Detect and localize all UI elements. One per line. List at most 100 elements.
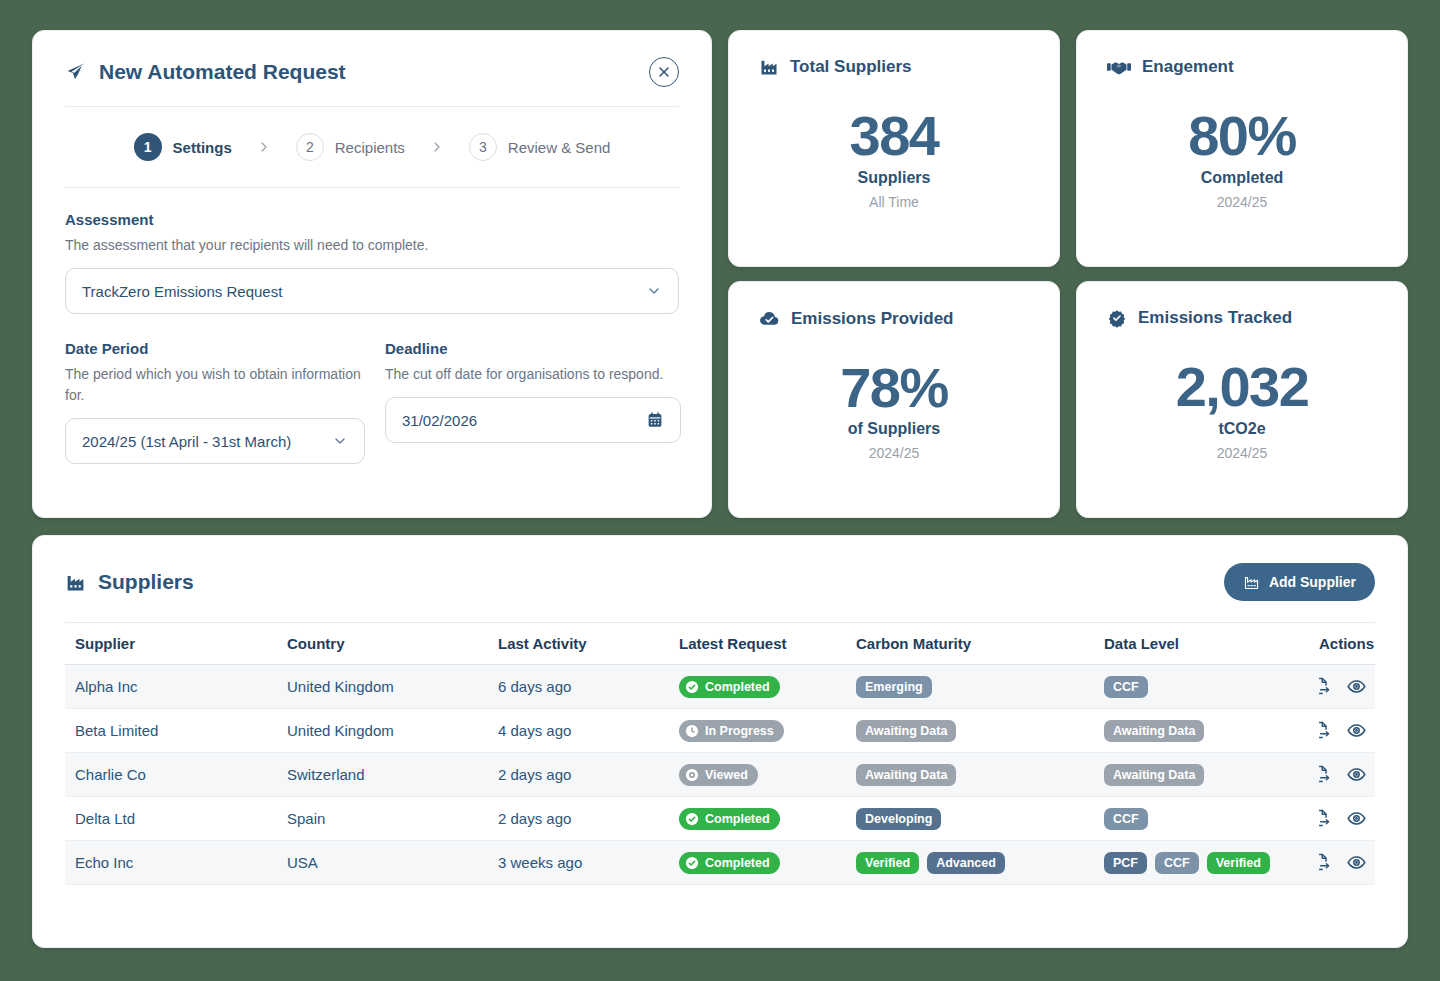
step-label: Review & Send	[508, 139, 611, 156]
latest-request-cell: Viewed	[679, 764, 856, 786]
latest-request-cell: Completed	[679, 676, 856, 698]
carbon-maturity-cell: VerifiedAdvanced	[856, 852, 1104, 874]
step-number: 1	[134, 133, 162, 161]
level-badge: Emerging	[856, 676, 932, 698]
suppliers-card: Suppliers Add Supplier SupplierCountryLa…	[32, 535, 1408, 948]
assessment-select[interactable]: TrackZero Emissions Request	[65, 268, 679, 314]
file-export-icon	[1319, 852, 1331, 872]
latest-request-label: In Progress	[705, 724, 774, 738]
level-badge: CCF	[1104, 676, 1148, 698]
eye-icon	[1346, 852, 1367, 873]
level-badge: Advanced	[927, 852, 1005, 874]
supplier-name: Charlie Co	[75, 766, 287, 783]
assessment-help: The assessment that your recipients will…	[65, 235, 679, 256]
check-circle-icon	[685, 856, 699, 870]
add-supplier-button[interactable]: Add Supplier	[1224, 563, 1375, 601]
add-supplier-label: Add Supplier	[1269, 574, 1356, 590]
supplier-country: Spain	[287, 810, 498, 827]
stat-value: 78%	[840, 359, 948, 418]
check-circle-icon	[685, 812, 699, 826]
suppliers-title: Suppliers	[98, 570, 194, 594]
deadline-input[interactable]: 31/02/2026	[385, 397, 681, 443]
supplier-last-activity: 6 days ago	[498, 678, 679, 695]
carbon-maturity-cell: Awaiting Data	[856, 764, 1104, 786]
column-header: Supplier	[75, 635, 287, 652]
level-badge: Developing	[856, 808, 941, 830]
actions-cell	[1319, 676, 1375, 697]
level-badge: Awaiting Data	[1104, 720, 1204, 742]
export-action-button[interactable]	[1319, 808, 1331, 829]
actions-cell	[1319, 764, 1375, 785]
actions-cell	[1319, 808, 1375, 829]
suppliers-table-body: Alpha IncUnited Kingdom6 days agoComplet…	[65, 665, 1375, 885]
deadline-section: Deadline The cut off date for organisati…	[385, 340, 681, 464]
suppliers-title-row: Suppliers	[65, 570, 194, 594]
step-review-send[interactable]: 3 Review & Send	[469, 133, 611, 161]
latest-request-badge: Completed	[679, 852, 780, 874]
eye-icon	[1346, 764, 1367, 785]
request-card-header: New Automated Request	[65, 31, 679, 107]
latest-request-badge: In Progress	[679, 720, 784, 742]
column-header: Actions	[1319, 635, 1375, 652]
step-settings[interactable]: 1 Settings	[134, 133, 232, 161]
step-label: Recipients	[335, 139, 405, 156]
eye-icon	[1346, 808, 1367, 829]
paper-plane-icon	[65, 61, 87, 83]
clock-icon	[685, 724, 699, 738]
supplier-country: USA	[287, 854, 498, 871]
chevron-right-icon	[429, 139, 445, 155]
data-level-cell: CCF	[1104, 676, 1319, 698]
date-period-section: Date Period The period which you wish to…	[65, 340, 365, 464]
date-period-select[interactable]: 2024/25 (1st April - 31st March)	[65, 418, 365, 464]
latest-request-label: Completed	[705, 812, 770, 826]
factory-outline-icon	[1243, 574, 1260, 591]
view-action-button[interactable]	[1346, 808, 1367, 829]
stat-sub: 2024/25	[1217, 194, 1268, 210]
stat-card-engagement: Enagement 80% Completed 2024/25	[1076, 30, 1408, 267]
close-icon[interactable]	[649, 57, 679, 87]
table-row: Delta LtdSpain2 days agoCompletedDevelop…	[65, 797, 1375, 841]
export-action-button[interactable]	[1319, 852, 1331, 873]
view-action-button[interactable]	[1346, 720, 1367, 741]
table-row: Echo IncUSA3 weeks agoCompletedVerifiedA…	[65, 841, 1375, 885]
eye-icon	[1346, 676, 1367, 697]
carbon-maturity-cell: Emerging	[856, 676, 1104, 698]
stat-sub: 2024/25	[869, 445, 920, 461]
latest-request-badge: Completed	[679, 676, 780, 698]
supplier-country: United Kingdom	[287, 678, 498, 695]
view-action-button[interactable]	[1346, 764, 1367, 785]
dashboard-page: { "colors": { "page_bg": "#4a664e", "acc…	[0, 0, 1440, 981]
step-recipients[interactable]: 2 Recipients	[296, 133, 405, 161]
eye-badge-icon	[685, 768, 699, 782]
table-header-row: SupplierCountryLast ActivityLatest Reque…	[65, 623, 1375, 665]
latest-request-badge: Viewed	[679, 764, 758, 786]
eye-icon	[1346, 720, 1367, 741]
data-level-cell: PCF CCF Verified	[1104, 852, 1319, 874]
supplier-last-activity: 3 weeks ago	[498, 854, 679, 871]
level-badge: PCF	[1104, 852, 1147, 874]
request-card-title-row: New Automated Request	[65, 60, 346, 84]
view-action-button[interactable]	[1346, 852, 1367, 873]
calendar-icon	[646, 411, 664, 429]
stat-card-emissions-tracked: Emissions Tracked 2,032 tCO2e 2024/25	[1076, 281, 1408, 518]
supplier-country: United Kingdom	[287, 722, 498, 739]
export-action-button[interactable]	[1319, 676, 1331, 697]
stat-value: 2,032	[1176, 358, 1309, 417]
level-badge: Verified	[1207, 852, 1270, 874]
step-number: 2	[296, 133, 324, 161]
export-action-button[interactable]	[1319, 764, 1331, 785]
level-badge: Awaiting Data	[1104, 764, 1204, 786]
export-action-button[interactable]	[1319, 720, 1331, 741]
new-automated-request-card: New Automated Request 1 Settings 2 Recip…	[32, 30, 712, 518]
column-header: Latest Request	[679, 635, 856, 652]
date-period-label: Date Period	[65, 340, 365, 357]
deadline-help: The cut off date for organisations to re…	[385, 364, 681, 385]
stat-card-total-suppliers: Total Suppliers 384 Suppliers All Time	[728, 30, 1060, 267]
column-header: Data Level	[1104, 635, 1319, 652]
stat-value: 80%	[1188, 107, 1296, 166]
view-action-button[interactable]	[1346, 676, 1367, 697]
level-badge: CCF	[1155, 852, 1199, 874]
stat-card-emissions-provided: Emissions Provided 78% of Suppliers 2024…	[728, 281, 1060, 518]
chevron-down-icon	[646, 283, 662, 299]
file-export-icon	[1319, 720, 1331, 740]
